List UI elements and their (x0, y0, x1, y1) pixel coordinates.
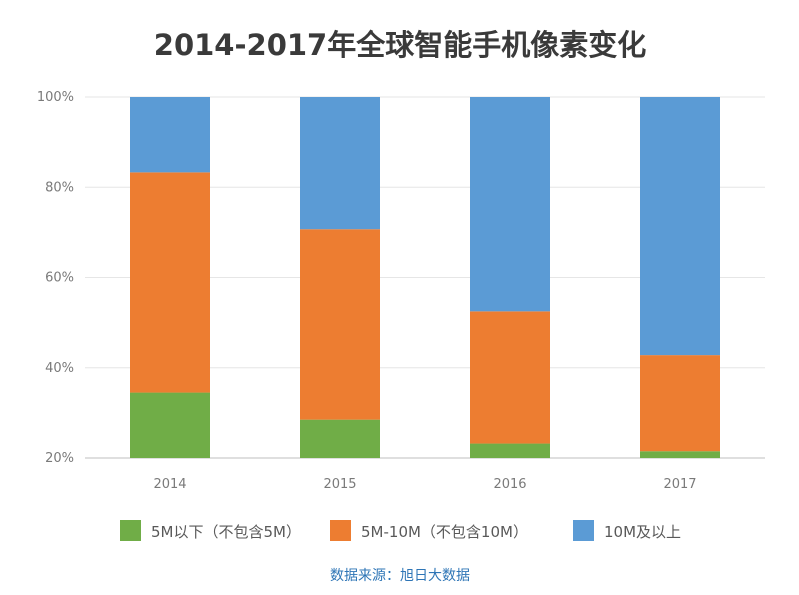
legend-item: 5M以下（不包含5M） (120, 520, 301, 541)
legend-label: 5M-10M（不包含10M） (361, 523, 528, 541)
legend-label: 5M以下（不包含5M） (151, 523, 301, 541)
x-tick-label: 2014 (153, 477, 186, 492)
bar-segment-3-2014 (130, 97, 210, 173)
bar-segment-2-2017 (640, 355, 720, 452)
x-tick-label: 2015 (323, 477, 356, 492)
bar-group-2017 (640, 97, 720, 458)
y-tick-label: 60% (45, 271, 74, 286)
bar-segment-1-2017 (640, 451, 720, 458)
bar-segment-3-2015 (300, 97, 380, 230)
bar-group-2014 (130, 97, 210, 458)
data-source: 数据来源：旭日大数据 (330, 568, 470, 584)
bar-segment-3-2016 (470, 97, 550, 312)
legend-swatch (330, 520, 351, 541)
legend: 5M以下（不包含5M） 5M-10M（不包含10M） 10M及以上 (120, 520, 681, 541)
bar-group-2015 (300, 97, 380, 458)
legend-swatch (573, 520, 594, 541)
y-axis-ticks: 20% 40% 60% 80% 100% (37, 90, 74, 466)
bar-segment-1-2014 (130, 392, 210, 458)
y-tick-label: 20% (45, 451, 74, 466)
x-axis-ticks: 2014 2015 2016 2017 (153, 477, 696, 492)
x-tick-label: 2017 (663, 477, 696, 492)
bar-segment-1-2016 (470, 443, 550, 458)
bar-segment-2-2016 (470, 311, 550, 444)
x-tick-label: 2016 (493, 477, 526, 492)
legend-swatch (120, 520, 141, 541)
legend-item: 5M-10M（不包含10M） (330, 520, 528, 541)
bar-segment-3-2017 (640, 97, 720, 356)
y-tick-label: 100% (37, 90, 74, 105)
bar-segment-2-2015 (300, 229, 380, 420)
y-tick-label: 40% (45, 361, 74, 376)
bar-group-2016 (470, 97, 550, 458)
bar-segment-2-2014 (130, 172, 210, 393)
y-tick-label: 80% (45, 180, 74, 195)
bars (130, 97, 720, 458)
bar-segment-1-2015 (300, 419, 380, 458)
legend-item: 10M及以上 (573, 520, 681, 541)
legend-label: 10M及以上 (604, 523, 681, 541)
chart-title: 2014-2017年全球智能手机像素变化 (154, 28, 646, 62)
